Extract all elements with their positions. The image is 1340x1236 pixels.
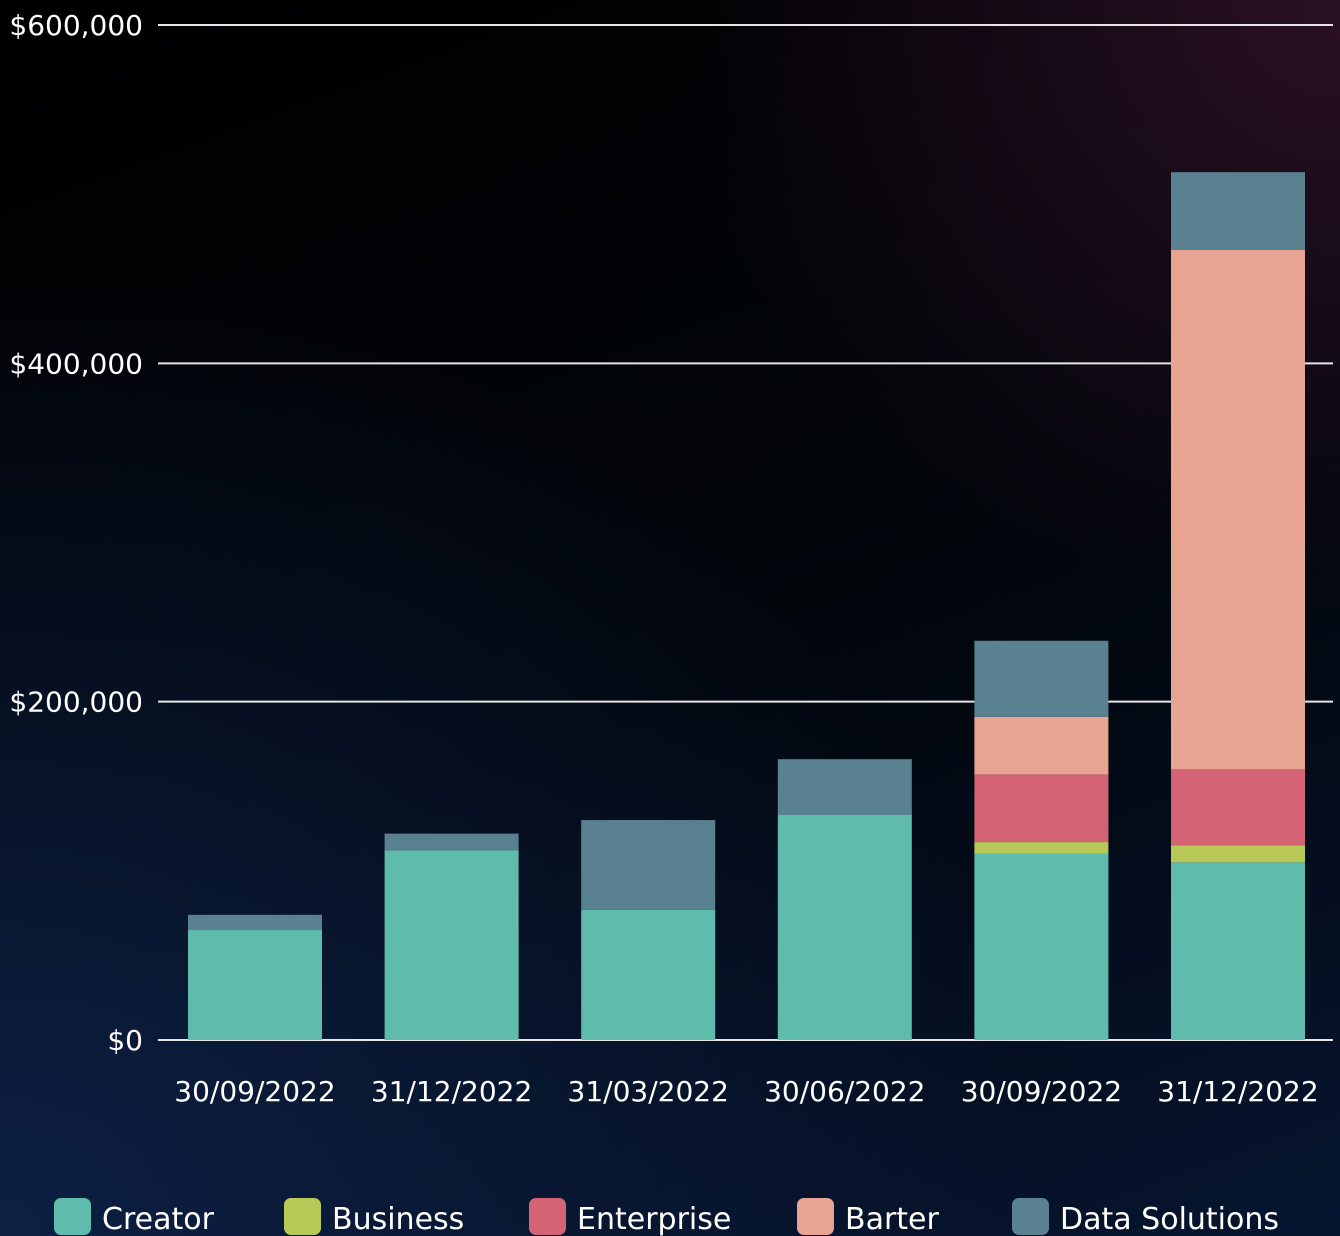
bar-segment-creator: [188, 930, 322, 1040]
bar-segment-data-solutions: [1171, 172, 1305, 250]
bar-segment-creator: [1171, 862, 1305, 1040]
y-tick-label: $0: [107, 1024, 143, 1057]
bar-segment-business: [974, 842, 1109, 854]
bar-segment-data-solutions: [581, 820, 716, 910]
bar-segment-barter: [974, 716, 1109, 775]
x-tick-label: 30/09/2022: [174, 1075, 335, 1108]
legend-item-data-solutions: Data Solutions: [1012, 1198, 1279, 1236]
x-tick-label: 31/12/2022: [1157, 1075, 1318, 1108]
legend-label: Data Solutions: [1060, 1202, 1279, 1236]
legend-label: Creator: [102, 1202, 215, 1236]
legend-label: Enterprise: [577, 1202, 731, 1236]
y-gridlines: [158, 24, 1333, 1041]
legend-swatch: [529, 1198, 566, 1235]
legend-swatch: [1012, 1198, 1049, 1235]
y-tick-label: $200,000: [9, 686, 143, 719]
bar-segment-creator: [581, 909, 716, 1040]
bar-segment-enterprise: [1171, 769, 1305, 846]
bar-segment-creator: [777, 815, 912, 1040]
bar-segment-data-solutions: [974, 640, 1109, 717]
bar-segment-business: [1171, 845, 1305, 863]
y-tick-label: $400,000: [9, 347, 143, 380]
legend-label: Business: [332, 1202, 464, 1236]
bar-segment-data-solutions: [188, 914, 322, 931]
legend-item-barter: Barter: [797, 1198, 940, 1236]
legend-item-creator: Creator: [54, 1198, 215, 1236]
legend-swatch: [54, 1198, 91, 1235]
legend-swatch: [797, 1198, 834, 1235]
bar-segment-enterprise: [974, 774, 1109, 843]
bar-segment-barter: [1171, 249, 1305, 770]
bar-segment-creator: [974, 853, 1109, 1040]
bars: [188, 172, 1305, 1040]
x-tick-label: 31/03/2022: [568, 1075, 729, 1108]
legend-item-enterprise: Enterprise: [529, 1198, 731, 1236]
legend: Creator Business Enterprise Barter Data Solu…: [54, 1198, 1279, 1236]
x-axis-category-labels: 30/09/2022 31/12/2022 31/03/2022 30/06/2022…: [174, 1075, 1318, 1108]
y-axis-tick-labels: $0 $200,000 $400,000 $600,000: [9, 9, 143, 1057]
bar-segment-data-solutions: [384, 833, 519, 851]
legend-item-business: Business: [284, 1198, 464, 1236]
legend-swatch: [284, 1198, 321, 1235]
x-tick-label: 31/12/2022: [371, 1075, 532, 1108]
x-tick-label: 30/06/2022: [764, 1075, 925, 1108]
bar-segment-creator: [384, 850, 519, 1040]
x-tick-label: 30/09/2022: [961, 1075, 1122, 1108]
legend-label: Barter: [845, 1202, 940, 1236]
y-tick-label: $600,000: [9, 9, 143, 42]
bar-segment-data-solutions: [777, 759, 912, 816]
